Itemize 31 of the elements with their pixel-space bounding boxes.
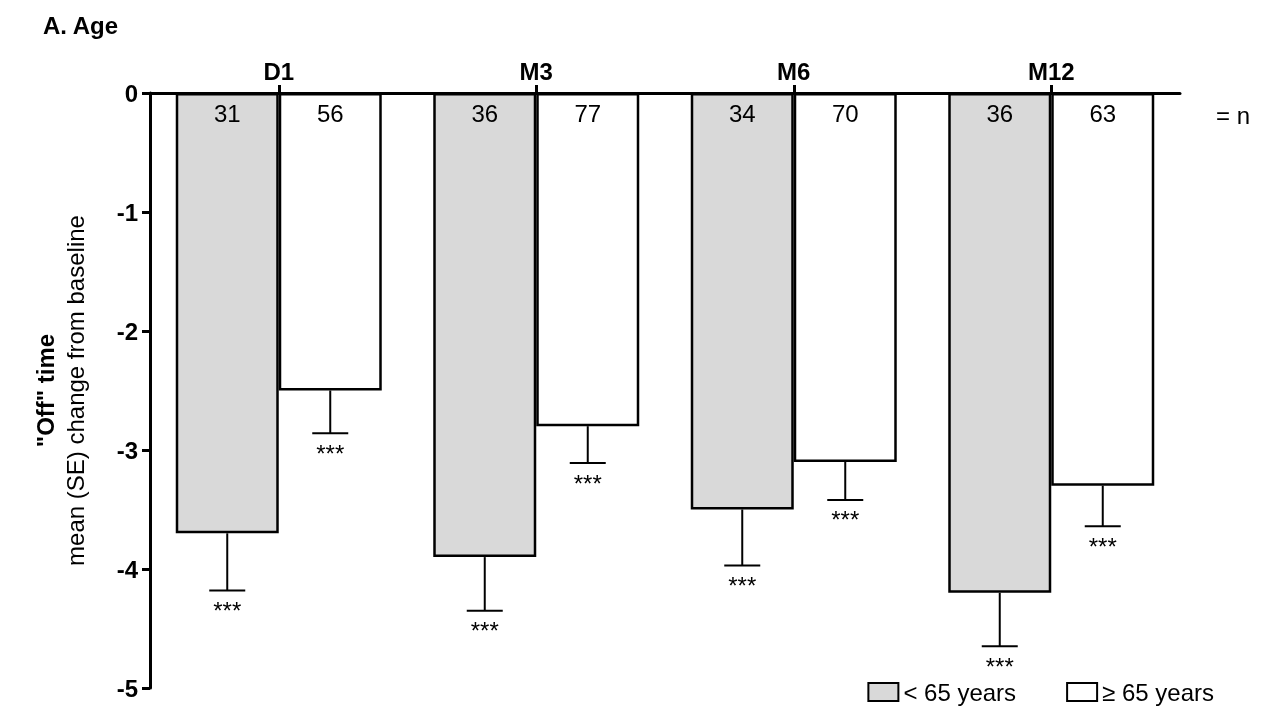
x-tick-label: M6 [777,57,811,85]
legend-label: ≥ 65 years [1102,678,1214,706]
x-tick-label: M3 [519,57,553,85]
annotation: *** [470,617,499,645]
annotation: 34 [728,99,756,127]
legend-label: < 65 years [903,678,1017,706]
x-tick-label: D1 [263,57,295,85]
text: = n [1215,101,1250,129]
annotation: 36 [986,99,1014,127]
annotation: *** [1088,532,1117,560]
annotation: 31 [213,99,241,127]
annotation: 77 [574,99,602,127]
annotation: *** [573,469,602,497]
y-tick-label: -4 [116,555,139,583]
annotation: *** [985,652,1014,680]
annotation: *** [316,439,345,467]
y-tick-label: -3 [116,436,138,464]
y-tick-label: -5 [116,674,138,702]
annotation: *** [213,596,242,624]
annotation: 36 [471,99,499,127]
y-axis-title: "Off" time mean (SE) change from baseline [31,215,89,566]
annotation: *** [728,571,757,599]
annotation: 63 [1089,99,1117,127]
y-tick-label: -1 [116,198,138,226]
chart-title: A. Age [43,11,119,39]
annotation: *** [831,506,860,534]
y-tick-label: -2 [116,317,138,345]
y-tick-label: 0 [124,79,138,107]
annotation: 56 [316,99,344,127]
annotation: 70 [831,99,859,127]
x-tick-label: M12 [1027,57,1075,85]
